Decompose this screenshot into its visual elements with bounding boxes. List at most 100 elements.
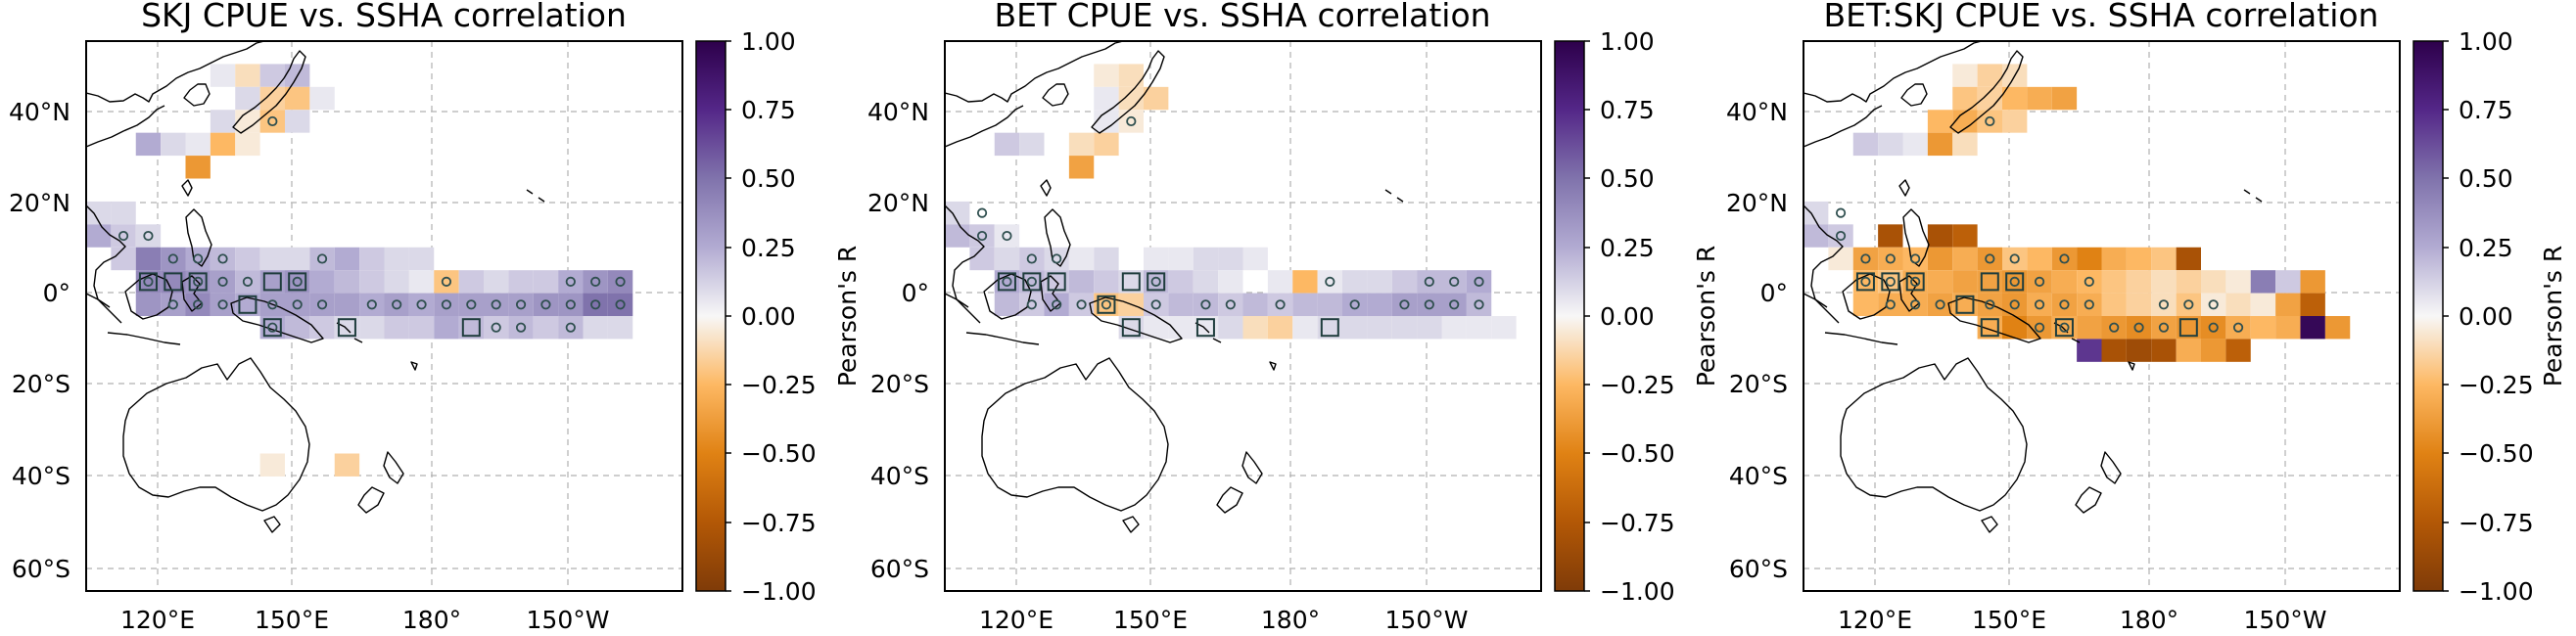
significance-circle-marker [2059, 322, 2070, 333]
java-coastline [1824, 332, 1898, 345]
y-tick-label: 0° [1760, 279, 1788, 307]
colorbar-tick-label: −0.50 [2459, 439, 2534, 468]
significance-circle-marker [565, 276, 576, 287]
panel-title: BET:SKJ CPUE vs. SSHA correlation [1824, 0, 2379, 34]
y-tick-label: 20°N [9, 189, 70, 217]
tasmania-coastline [1981, 516, 1998, 533]
x-tick-label: 180° [2120, 606, 2178, 634]
heatmap-cell [1218, 293, 1243, 316]
heatmap-cell [1977, 247, 2002, 271]
asia-coastline [86, 41, 265, 103]
significance-circle-marker [466, 299, 477, 310]
significance-square-marker [1855, 272, 1875, 292]
significance-circle-marker [143, 230, 154, 242]
taiwan-coastline [1898, 179, 1910, 197]
heatmap-cell [1242, 293, 1268, 316]
australia-coastline [1840, 357, 2028, 512]
significance-circle-marker [491, 299, 501, 310]
heatmap-cell [359, 316, 385, 340]
colorbar-tick-label: 0.25 [1600, 234, 1655, 262]
significance-square-marker [2178, 318, 2198, 338]
heatmap-cell [1367, 316, 1392, 340]
heatmap-cell [2300, 270, 2325, 294]
significance-square-marker [1121, 318, 1141, 338]
hawaii-coastline [1384, 189, 1404, 203]
heatmap-cell [2250, 316, 2276, 340]
heatmap-cell [1466, 293, 1492, 316]
significance-square-marker [1147, 272, 1166, 292]
heatmap-cell [259, 270, 285, 294]
hawaii-coastline [526, 189, 545, 203]
significance-circle-marker [1325, 276, 1335, 287]
heatmap-cell [2176, 270, 2201, 294]
heatmap-cell [1878, 270, 1903, 294]
heatmap-cell [994, 224, 1020, 248]
significance-squares [138, 272, 481, 338]
map-area [86, 41, 682, 591]
heatmap-cell [1168, 316, 1194, 340]
heatmap-cell [334, 270, 360, 294]
indochina-coastline [1803, 204, 1844, 308]
heatmap-cell [2077, 293, 2102, 316]
heatmap-cell [508, 270, 534, 294]
colorbar-tick-label: 0.00 [2459, 302, 2513, 331]
x-tick-label: 150°W [2244, 606, 2327, 634]
heatmap-cell [607, 270, 633, 294]
heatmap-cell [384, 247, 409, 271]
heatmap-cell [235, 270, 260, 294]
heatmap-cell [1828, 224, 1853, 248]
y-tick-label: 60°S [12, 555, 70, 583]
y-tick-label: 40°S [12, 462, 70, 490]
heatmap-cell [1952, 270, 1978, 294]
colorbar-label: Pearson's R [833, 246, 862, 387]
heatmap-cell [259, 110, 285, 133]
heatmap-cell [1292, 293, 1318, 316]
hawaii-coastline [2243, 189, 2263, 203]
significance-circle-marker [2059, 299, 2070, 310]
heatmap-cell [1267, 270, 1293, 294]
heatmap-cell [1068, 247, 1095, 271]
significance-circle-marker [193, 299, 204, 310]
heatmap-cell [1118, 110, 1144, 133]
heatmap-cell [1441, 270, 1467, 294]
map-area [945, 41, 1541, 591]
philippines-coastline [185, 208, 212, 267]
heatmap-cell [2051, 86, 2078, 111]
significance-square-marker [1881, 272, 1900, 292]
heatmap-cell [458, 270, 484, 294]
heatmap-cell [334, 247, 360, 271]
heatmap-cell [235, 132, 260, 157]
significance-circle-marker [1225, 299, 1236, 310]
heatmap-cell [2275, 316, 2301, 340]
heatmap-cell [583, 293, 608, 316]
heatmap-cells [945, 64, 1517, 340]
significance-square-marker [1320, 318, 1339, 338]
significance-circle-marker [1026, 299, 1037, 310]
heatmap-cell [2077, 247, 2102, 271]
fiji-coastline [410, 361, 418, 371]
heatmap-cell [408, 247, 435, 271]
heatmap-cell [2027, 316, 2052, 340]
heatmap-cell [2051, 247, 2078, 271]
significance-circle-marker [515, 299, 527, 310]
colorbar-tick-label: −0.25 [1600, 371, 1675, 399]
heatmap-cell [1977, 110, 2002, 133]
heatmap-cell [185, 132, 211, 157]
significance-circle-marker [2084, 299, 2094, 310]
heatmap-cell [533, 316, 559, 340]
colorbar-label: Pearson's R [1692, 246, 1720, 387]
heatmap-cell [2027, 293, 2052, 316]
heatmap-cell [2002, 270, 2028, 294]
heatmap-cell [1952, 64, 1978, 87]
heatmap-cell [1168, 293, 1194, 316]
colorbar-tick-label: 0.50 [741, 164, 796, 193]
significance-circle-marker [1885, 253, 1896, 264]
china-coastline [945, 105, 1024, 148]
colorbar-tick-label: −0.50 [1600, 439, 1675, 468]
heatmap-cell [1852, 247, 1879, 271]
significance-circle-marker [1002, 276, 1012, 287]
significance-circle-marker [2133, 322, 2144, 333]
significance-circle-marker [2183, 299, 2194, 310]
heatmap-cell [1417, 270, 1442, 294]
x-tick-label: 180° [402, 606, 461, 634]
